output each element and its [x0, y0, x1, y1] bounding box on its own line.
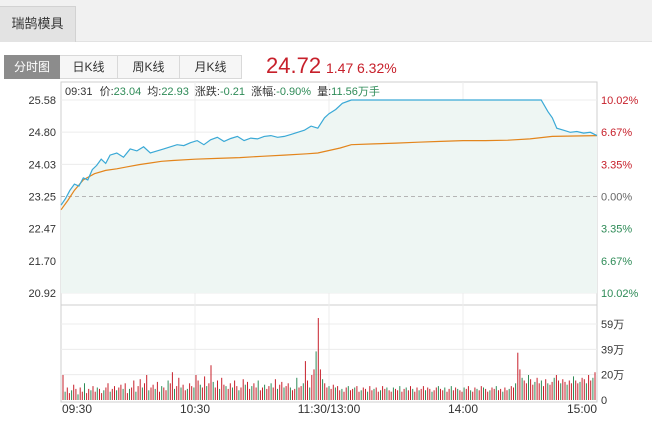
x-tick-label: 15:00 [567, 402, 597, 416]
info-amplitude-value: -0.90% [276, 86, 311, 98]
info-change-label: 涨跌: [195, 84, 220, 98]
info-avg-value: 22.93 [161, 86, 189, 98]
volume-tick-label: 39万 [601, 344, 624, 356]
current-price: 24.72 [266, 53, 322, 78]
info-price-value: 23.04 [114, 86, 142, 98]
volume-tick-label: 20万 [601, 370, 624, 382]
price-line [60, 99, 598, 206]
info-volume-label: 量: [317, 85, 331, 98]
x-tick-label: 10:30 [180, 402, 210, 416]
x-tick-label: 11:30/13:00 [298, 402, 361, 416]
y-tick-percent: 6.67% [601, 256, 632, 268]
y-tick-label: 23.25 [28, 192, 56, 204]
y-tick-percent: 0.00% [601, 192, 632, 204]
y-tick-label: 25.58 [28, 95, 56, 107]
volume-tick-label: 59万 [601, 319, 624, 331]
tab-monthly-kline[interactable]: 月K线 [180, 55, 242, 79]
info-change-value: -0.21 [220, 86, 245, 98]
average-price-line [60, 135, 598, 211]
info-line: 09:31 价:23.04 均:22.93 涨跌:-0.21 涨幅:-0.90%… [65, 84, 380, 98]
top-bar: 瑞鹄模具 [0, 0, 652, 42]
y-tick-percent: 10.02% [601, 95, 639, 107]
y-tick-label: 22.47 [28, 224, 56, 236]
info-price-label: 价: [100, 85, 114, 98]
y-tick-percent: 3.35% [601, 159, 632, 171]
y-tick-percent: 3.35% [601, 224, 632, 236]
x-tick-label: 09:30 [62, 402, 92, 416]
y-tick-percent: 10.02% [601, 288, 639, 300]
volume-tick-label: 0 [601, 395, 607, 407]
y-tick-label: 24.03 [28, 159, 56, 171]
info-volume-value: 11.56万手 [331, 84, 380, 98]
y-tick-label: 21.70 [28, 256, 56, 268]
y-tick-label: 24.80 [28, 127, 56, 139]
price-change: 1.47 [326, 60, 354, 76]
stock-name-tab[interactable]: 瑞鹄模具 [0, 6, 76, 42]
intraday-chart: 25.58 10.02% 24.80 6.67% 24.03 3.35% 23.25 0.00… [28, 81, 639, 416]
price-change-percent: 6.32% [357, 60, 397, 76]
tab-daily-kline[interactable]: 日K线 [60, 55, 118, 79]
info-avg-label: 均: [147, 85, 161, 98]
axis-labels: 25.58 10.02% 24.80 6.67% 24.03 3.35% 23.25 0.00… [28, 95, 638, 416]
x-tick-label: 14:00 [448, 402, 478, 416]
info-amplitude-label: 涨幅: [251, 85, 276, 98]
volume-bars [62, 318, 596, 400]
chart-type-tabs: 分时图 日K线 周K线 月K线 [4, 55, 242, 79]
y-tick-label: 20.92 [28, 288, 56, 300]
tab-intraday[interactable]: 分时图 [4, 55, 60, 79]
tab-weekly-kline[interactable]: 周K线 [118, 55, 180, 79]
info-time: 09:31 [65, 86, 93, 98]
y-tick-percent: 6.67% [601, 127, 632, 139]
